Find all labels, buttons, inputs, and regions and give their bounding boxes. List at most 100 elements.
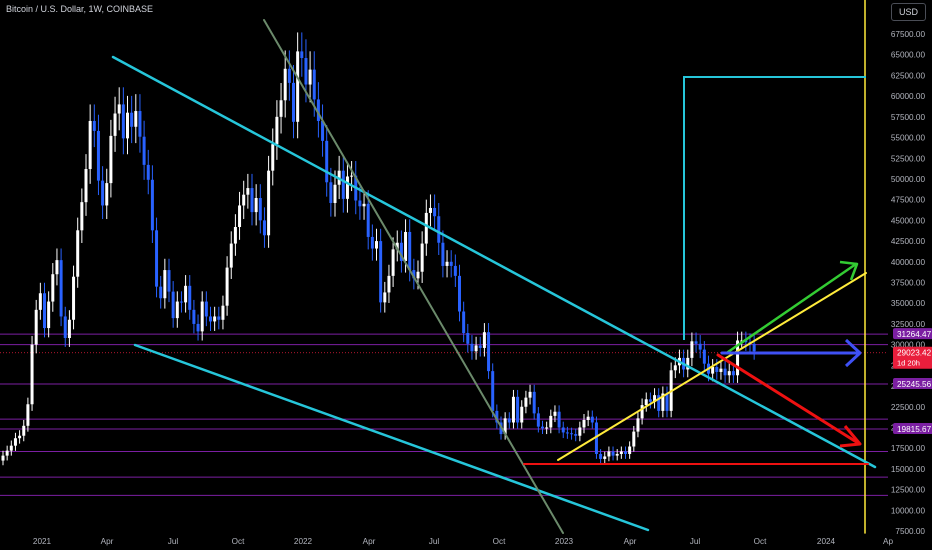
candle-body (690, 341, 694, 358)
candle (528, 384, 532, 405)
candle-body (387, 275, 391, 293)
candle-body (296, 51, 300, 122)
candle (582, 413, 586, 434)
candle (138, 94, 142, 153)
candle (80, 188, 84, 244)
candle (565, 426, 569, 439)
candle-body (345, 176, 349, 199)
candle-body (740, 340, 744, 342)
candle-body (267, 170, 271, 236)
candle (321, 104, 325, 157)
candle-body (80, 202, 84, 231)
candle-body (329, 182, 333, 203)
candle (586, 410, 590, 427)
candle (491, 363, 495, 418)
time-tick-label: 2023 (555, 537, 574, 546)
candle (26, 397, 30, 432)
candle-body (719, 368, 723, 372)
candle-body (370, 236, 374, 249)
candle (424, 199, 428, 256)
candle (466, 323, 470, 353)
currency-button[interactable]: USD (891, 3, 926, 21)
candle-body (275, 116, 279, 145)
candle (292, 65, 295, 139)
candle-body (43, 293, 46, 329)
candle-body (744, 340, 748, 343)
candle-body (258, 198, 262, 221)
candle (296, 32, 300, 139)
candle-body (238, 205, 242, 228)
candle-body (171, 291, 175, 319)
time-tick-label: Jul (168, 537, 179, 546)
horizontal-levels (0, 333, 888, 496)
candle (474, 336, 478, 360)
candle (561, 421, 565, 439)
candle (619, 446, 623, 459)
candle-body (55, 260, 59, 275)
candle (142, 120, 146, 180)
candle-body (26, 404, 30, 426)
candle-body (466, 333, 470, 344)
projection-box (683, 76, 866, 340)
candle-body (47, 301, 51, 329)
candle-body (72, 276, 76, 320)
candle-body (603, 456, 607, 459)
candle (532, 384, 536, 420)
candle (615, 449, 619, 461)
candle (200, 291, 204, 341)
candle (727, 363, 731, 383)
candle (96, 114, 100, 196)
candle-body (163, 270, 167, 299)
candle-body (121, 104, 125, 139)
candle-body (229, 243, 233, 268)
candle-body (561, 427, 565, 433)
candle-body (242, 194, 246, 206)
candle-body (487, 332, 491, 372)
candle-body (188, 285, 192, 310)
candle-body (715, 366, 719, 372)
candle-body (217, 316, 221, 320)
candle (67, 310, 71, 347)
candle-body (416, 271, 420, 279)
candle (603, 451, 607, 464)
bull-arrow-shaft (726, 262, 858, 354)
candle-body (528, 391, 532, 398)
price-tick-label: 15000.00 (891, 465, 926, 474)
candle-body (536, 413, 540, 427)
candle-body (524, 397, 528, 407)
candle-body (507, 418, 511, 423)
candle (462, 301, 466, 343)
candle-body (34, 309, 38, 345)
candle-body (325, 140, 329, 183)
candle (657, 388, 661, 418)
candle-body (142, 136, 146, 165)
candle-body (204, 301, 208, 317)
candle (5, 445, 9, 461)
candle (399, 230, 403, 273)
candle (287, 50, 291, 101)
candle (611, 446, 615, 461)
bear-arrow-shaft (716, 353, 860, 445)
candle (345, 161, 349, 213)
candle (1, 450, 5, 466)
candle-body (18, 435, 22, 439)
candle-body (138, 111, 142, 137)
candle (325, 125, 329, 197)
price-tag-label: 31264.47 (897, 330, 932, 339)
candle (271, 128, 275, 186)
price-tick-label: 10000.00 (891, 506, 926, 515)
candle-body (209, 316, 212, 322)
candle (358, 186, 362, 220)
bear-trendline (263, 19, 564, 534)
candle (590, 410, 594, 429)
candle (437, 203, 441, 256)
candle (55, 248, 59, 286)
candle-body (752, 343, 756, 352)
candle (209, 306, 212, 331)
candle-body (246, 188, 250, 195)
candle-body (404, 231, 408, 261)
candle (13, 432, 17, 451)
candle-body (283, 68, 287, 101)
